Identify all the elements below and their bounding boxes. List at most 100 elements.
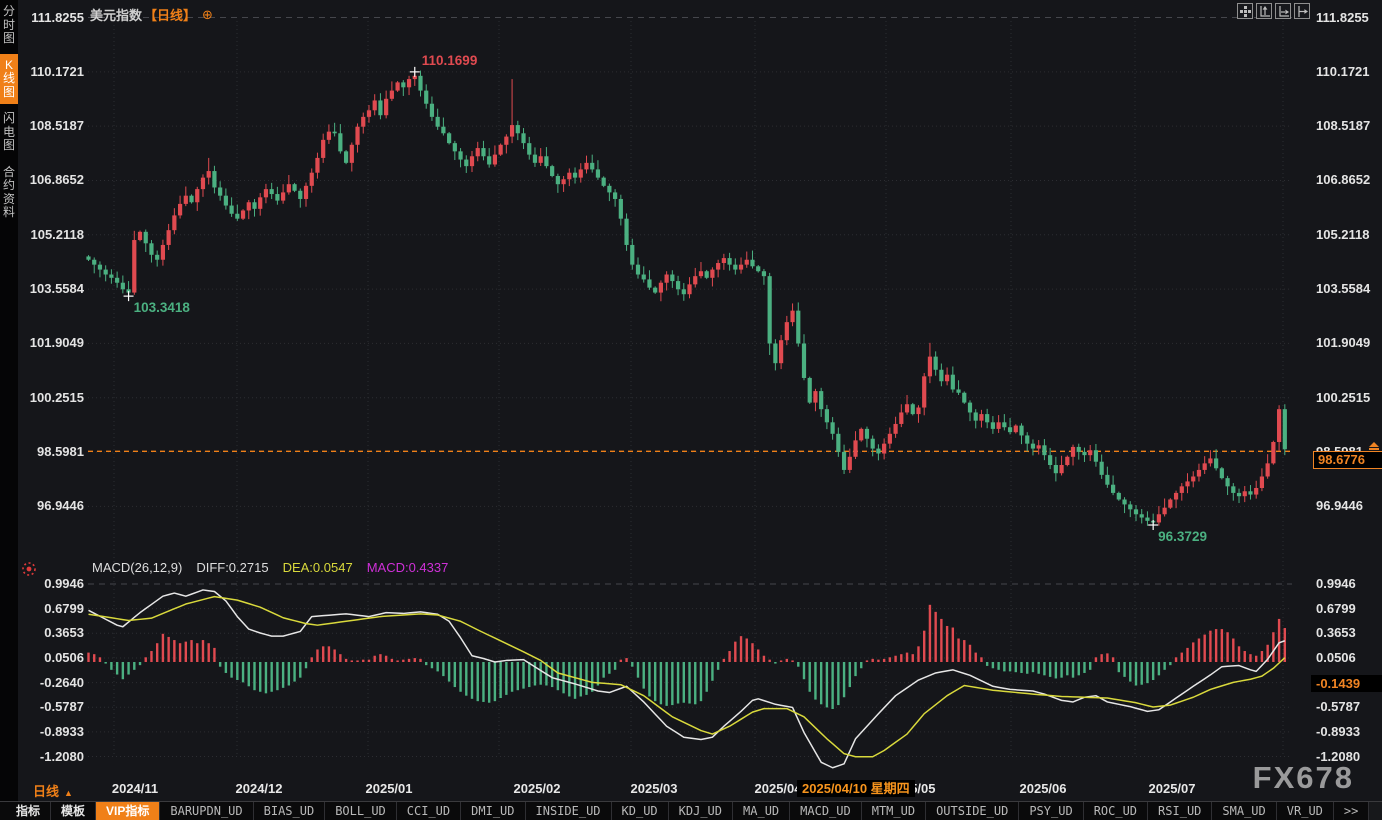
macd-formula: MACD(26,12,9) — [92, 560, 183, 575]
toolbar-indicator-SMA_UD[interactable]: SMA_UD — [1212, 802, 1277, 820]
macd-diff-value: DIFF:0.2715 — [196, 560, 269, 575]
macd-axis-label: 0.3653 — [44, 625, 84, 641]
toolbar-indicator-KD_UD[interactable]: KD_UD — [612, 802, 669, 820]
toolbar-indicator-MA_UD[interactable]: MA_UD — [733, 802, 791, 820]
month-label-2024/12: 2024/12 — [235, 781, 283, 796]
macd-cursor-value: -0.1439 — [1311, 675, 1382, 692]
month-label-2025/01: 2025/01 — [365, 781, 413, 796]
period-selector[interactable]: 日线 ▲ — [33, 784, 73, 799]
macd-axis-label: 0.9946 — [44, 576, 84, 591]
month-label-2025/04: 2025/04 — [754, 781, 802, 796]
fit-bottom-axis-icon[interactable] — [1275, 3, 1291, 19]
pan-tool-icon[interactable] — [1237, 3, 1253, 19]
macd-header: MACD(26,12,9) DIFF:0.2715 DEA:0.0547 MAC… — [92, 560, 448, 575]
period-tag: 【日线】 — [144, 8, 197, 23]
chart-title: 美元指数 【日线】 ⊕ — [90, 5, 213, 24]
bottom-toolbar: 指标 模板 VIP指标 BARUPDN_UD BIAS_UD BOLL_UD CCI_UD D… — [0, 801, 1382, 820]
macd-axis-label: 0.3653 — [1316, 625, 1356, 641]
macd-axis-label: -0.8933 — [39, 723, 84, 739]
sidebar-item-分时图[interactable]: 分时图 — [2, 4, 15, 45]
month-label-2024/11: 2024/11 — [111, 781, 159, 796]
sidebar-item-闪电图[interactable]: 闪电图 — [2, 111, 15, 152]
toolbar-indicator-OUTSIDE_UD[interactable]: OUTSIDE_UD — [926, 802, 1020, 820]
price-axis-label: 108.5187 — [1316, 118, 1371, 134]
macd-histogram — [87, 604, 1287, 709]
sidebar-item-合约资料[interactable]: 合约资料 — [2, 164, 15, 219]
watermark: FX678 — [1252, 760, 1354, 795]
window-toolbar — [1237, 3, 1310, 19]
macd-axis-label: -0.5787 — [39, 699, 84, 715]
snap-right-icon[interactable] — [1294, 3, 1310, 19]
toolbar-indicator-ROC_UD[interactable]: ROC_UD — [1084, 802, 1149, 820]
macd-axis-label: -1.2080 — [1316, 748, 1361, 764]
price-axis-label: 110.1721 — [1316, 63, 1370, 79]
price-axis-label: 111.8255 — [1316, 9, 1369, 25]
toolbar-indicator-BOLL_UD[interactable]: BOLL_UD — [325, 802, 397, 820]
macd-axis-label: 0.6799 — [44, 600, 84, 616]
month-label-2025/02: 2025/02 — [513, 781, 561, 796]
dea-line — [88, 595, 1286, 758]
price-axis-label: 108.5187 — [29, 118, 84, 134]
price-axis-label: 103.5584 — [1316, 281, 1371, 297]
toolbar-indicator-MACD_UD[interactable]: MACD_UD — [790, 802, 862, 820]
crosshair-date-badge: 2025/04/10 星期四 — [797, 780, 915, 797]
macd-axis-label: 0.9946 — [1316, 576, 1356, 591]
macd-axis-label: -1.2080 — [39, 748, 84, 764]
price-axis-label: 111.8255 — [31, 9, 84, 25]
chart-canvas[interactable]: 110.1699 103.3418 96.3729 — [0, 0, 1382, 802]
price-axis-label: 101.9049 — [29, 335, 84, 351]
price-axis-label: 96.9446 — [1316, 498, 1363, 514]
price-axis-label: 103.5584 — [29, 281, 84, 297]
toolbar-indicator-BIAS_UD[interactable]: BIAS_UD — [254, 802, 326, 820]
price-axis-label: 105.2118 — [30, 226, 84, 242]
toolbar-tab-vip[interactable]: VIP指标 — [96, 802, 161, 820]
macd-axis-label: -0.5787 — [1316, 699, 1361, 715]
month-label-2025/07: 2025/07 — [1148, 781, 1196, 796]
price-axis-label: 110.1721 — [30, 63, 84, 79]
circle-plus-icon[interactable]: ⊕ — [202, 6, 213, 22]
left-sidebar: 分时图 K线图闪电图合约资料 — [0, 0, 18, 819]
candles-layer — [86, 70, 1287, 526]
price-axis-label: 105.2118 — [1316, 226, 1370, 242]
toolbar-tab-指标[interactable]: 指标 — [6, 802, 52, 820]
diff-line — [88, 589, 1286, 769]
price-axis-label: 106.8652 — [1316, 172, 1371, 188]
sidebar-item-K线图[interactable]: K线图 — [0, 53, 18, 104]
price-axis-label: 100.2515 — [29, 389, 84, 405]
annotations-layer: 110.1699 103.3418 96.3729 — [123, 53, 1207, 544]
toolbar-indicator-KDJ_UD[interactable]: KDJ_UD — [669, 802, 734, 820]
time-axis: 日线 ▲ 2024/11 2024/12 2025/01 2025/02 2025/03 2… — [0, 779, 1382, 800]
toolbar-indicator-BARUPDN_UD[interactable]: BARUPDN_UD — [160, 802, 254, 820]
toolbar-indicator-DMI_UD[interactable]: DMI_UD — [461, 802, 526, 820]
current-price-badge: 98.6776 — [1313, 451, 1382, 469]
symbol-name: 美元指数 — [90, 8, 143, 23]
macd-axis-label: 0.6799 — [1316, 600, 1356, 616]
macd-axis-label: -0.8933 — [1316, 723, 1361, 739]
month-label-2025/03: 2025/03 — [630, 781, 678, 796]
toolbar-indicator-MTM_UD[interactable]: MTM_UD — [862, 802, 927, 820]
macd-axis-label: 0.0506 — [1316, 649, 1356, 665]
scroll-to-latest-icon[interactable] — [1368, 442, 1380, 451]
macd-axis-label: -0.2640 — [39, 674, 84, 690]
price-axis-label: 101.9049 — [1316, 335, 1371, 351]
toolbar-indicator-CCI_UD[interactable]: CCI_UD — [397, 802, 462, 820]
price-axis-label: 98.5981 — [37, 444, 84, 460]
indicator-settings-icon[interactable] — [21, 561, 37, 582]
macd-macd-value: MACD:0.4337 — [366, 560, 449, 575]
low-label-1: 103.3418 — [134, 300, 191, 315]
toolbar-indicator-INSIDE_UD[interactable]: INSIDE_UD — [526, 802, 612, 820]
fit-left-axis-icon[interactable] — [1256, 3, 1272, 19]
toolbar-more-button[interactable]: >> — [1334, 802, 1370, 820]
toolbar-indicator-VR_UD[interactable]: VR_UD — [1277, 802, 1334, 820]
macd-axis-label: 0.0506 — [44, 649, 84, 665]
price-axis-label: 106.8652 — [29, 172, 84, 188]
grid-layer — [88, 17, 1292, 758]
price-axis-label: 96.9446 — [37, 498, 84, 514]
toolbar-indicator-PSY_UD[interactable]: PSY_UD — [1019, 802, 1084, 820]
toolbar-indicator-RSI_UD[interactable]: RSI_UD — [1148, 802, 1213, 820]
toolbar-tab-模板[interactable]: 模板 — [51, 802, 97, 820]
low-label-2: 96.3729 — [1158, 529, 1207, 544]
high-label: 110.1699 — [422, 53, 478, 68]
month-label-2025/06: 2025/06 — [1019, 781, 1067, 796]
